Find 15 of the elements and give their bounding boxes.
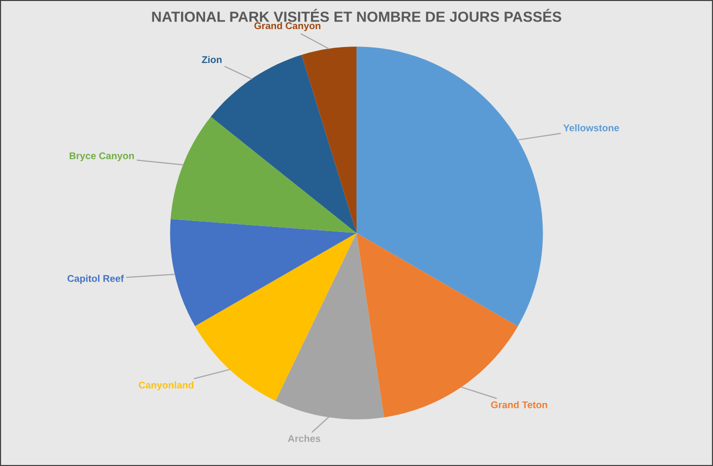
slice-label: Bryce Canyon	[70, 152, 134, 162]
pie-slice	[170, 218, 356, 326]
pie-slice	[194, 233, 356, 401]
pie-slice	[170, 116, 356, 233]
slice-label: Yellowstone	[563, 124, 620, 132]
slice-label: Capitol Reef	[68, 274, 124, 284]
pie-slice	[356, 233, 518, 418]
pie-slice	[356, 46, 543, 326]
pie-slice	[302, 46, 356, 233]
slice-label: Grand Teton	[491, 401, 548, 408]
slice-label: Grand Canyon	[254, 22, 320, 32]
chart-title: NATIONAL PARK VISITÉS ET NOMBRE DE JOURS PASSÉS	[152, 8, 562, 22]
slice-label: Arches	[288, 434, 320, 442]
slice-label: Canyonland	[138, 381, 194, 390]
slice-label: Zion	[202, 56, 222, 64]
